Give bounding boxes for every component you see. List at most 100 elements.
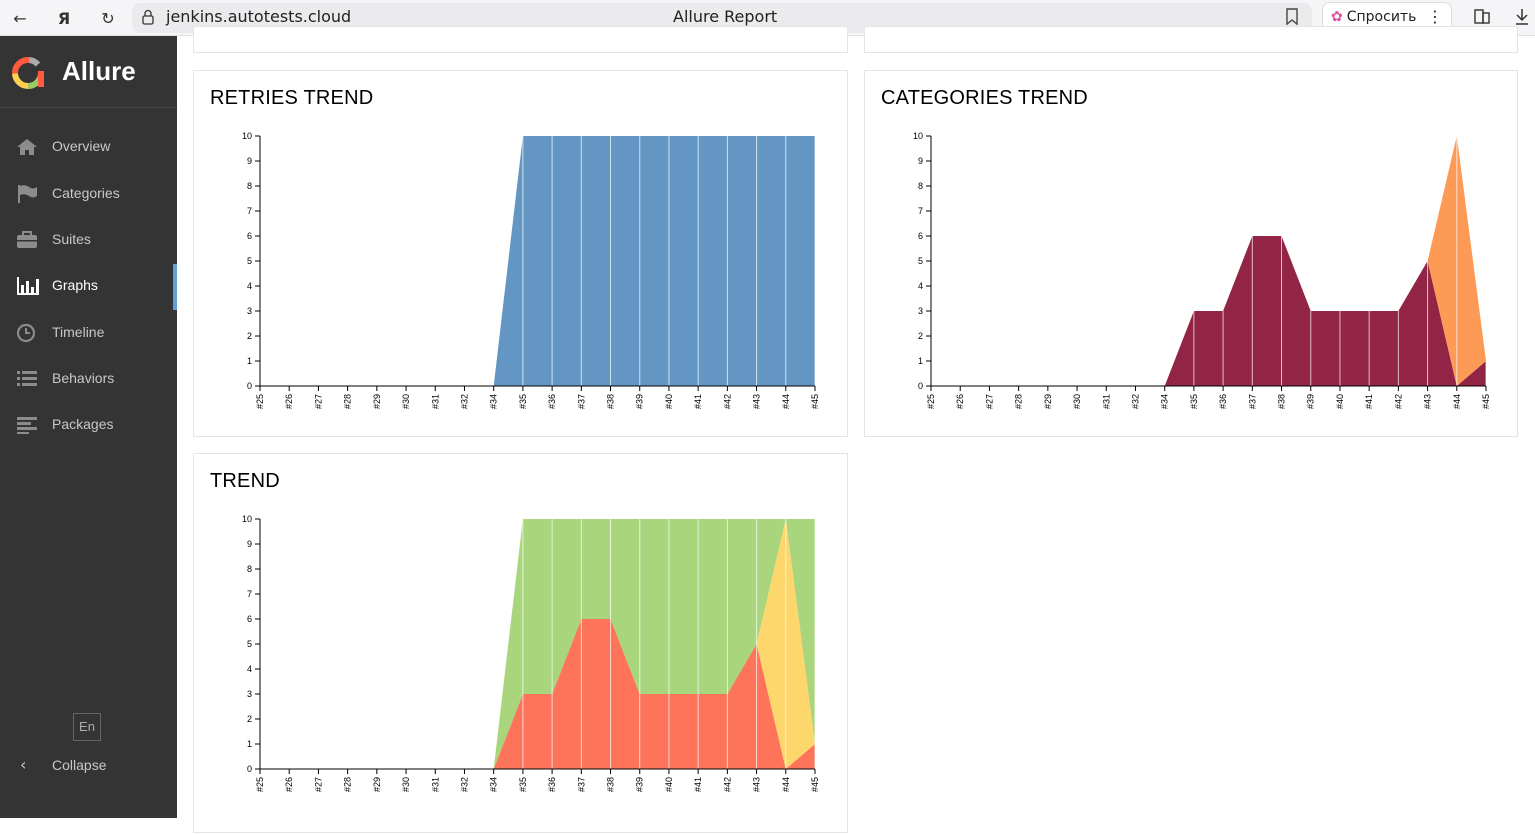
x-tick-label: #45: [810, 394, 820, 409]
brand[interactable]: Allure: [0, 36, 177, 108]
sidebar-item-label: Categories: [52, 185, 120, 201]
url-text[interactable]: jenkins.autotests.cloud: [166, 7, 352, 26]
x-tick-label: #29: [1043, 394, 1053, 409]
sidebar: Allure Overview Categories Suites Graphs…: [0, 36, 177, 818]
x-tick-label: #39: [635, 777, 645, 792]
x-tick-label: #41: [693, 777, 703, 792]
list-icon: [16, 369, 38, 389]
y-tick-label: 10: [242, 131, 252, 141]
download-icon[interactable]: [1514, 7, 1530, 27]
y-tick-label: 3: [247, 689, 252, 699]
widget-partial-right: [864, 26, 1518, 53]
x-tick-label: #42: [722, 777, 732, 792]
y-tick-label: 8: [918, 181, 923, 191]
y-tick-label: 0: [918, 381, 923, 391]
x-tick-label: #43: [1423, 394, 1433, 409]
x-tick-label: #28: [1014, 394, 1024, 409]
collapse-button[interactable]: ‹ Collapse: [0, 751, 177, 781]
series-area-0[interactable]: [931, 236, 1486, 386]
widget-title: CATEGORIES TREND: [881, 87, 1088, 109]
x-tick-label: #31: [1101, 394, 1111, 409]
sidebar-item-timeline[interactable]: Timeline: [0, 311, 177, 355]
widget-retries-trend: RETRIES TREND 0 1 2 3 4 5 6 7 8 9 10 #25 #26 #27 #28 #2…: [193, 70, 848, 437]
x-tick-label: #29: [372, 777, 382, 792]
x-tick-label: #35: [518, 777, 528, 792]
home-icon: [16, 137, 38, 157]
x-tick-label: #30: [1072, 394, 1082, 409]
y-tick-label: 8: [247, 181, 252, 191]
y-tick-label: 5: [247, 256, 252, 266]
x-tick-label: #44: [781, 394, 791, 409]
y-tick-label: 10: [913, 131, 923, 141]
back-icon[interactable]: ←: [13, 8, 27, 28]
sidebar-item-label: Suites: [52, 231, 91, 247]
x-tick-label: #37: [1247, 394, 1257, 409]
categories-trend-chart: 0 1 2 3 4 5 6 7 8 9 10 #25 #26 #27 #28 #29 #30 #31 #32 #34 #…: [913, 131, 1491, 409]
sidebar-item-suites[interactable]: Suites: [0, 218, 177, 262]
brand-name: Allure: [62, 56, 136, 86]
x-tick-label: #39: [1306, 394, 1316, 409]
bookmark-icon[interactable]: [1285, 8, 1299, 26]
sidebar-item-overview[interactable]: Overview: [0, 125, 177, 169]
main-content: RETRIES TREND 0 1 2 3 4 5 6 7 8 9 10 #25 #26 #27 #28 #2…: [177, 26, 1535, 833]
x-tick-label: #37: [576, 777, 586, 792]
sidebar-item-packages[interactable]: Packages: [0, 403, 177, 447]
y-tick-label: 3: [247, 306, 252, 316]
y-tick-label: 2: [247, 331, 252, 341]
align-left-icon: [16, 415, 38, 435]
sparkle-icon: ✿: [1331, 9, 1343, 25]
briefcase-icon: [16, 230, 38, 250]
language-button[interactable]: En: [73, 713, 101, 741]
y-tick-label: 4: [247, 664, 252, 674]
chevron-left-icon: ‹: [20, 755, 27, 774]
more-icon[interactable]: ⋮: [1427, 7, 1443, 26]
y-tick-label: 4: [918, 281, 923, 291]
yandex-icon[interactable]: Я: [57, 8, 71, 28]
sidebar-item-label: Behaviors: [52, 370, 115, 386]
x-tick-label: #45: [1481, 394, 1491, 409]
x-tick-label: #41: [693, 394, 703, 409]
y-tick-label: 5: [918, 256, 923, 266]
x-tick-label: #39: [635, 394, 645, 409]
reload-icon[interactable]: ↻: [101, 8, 115, 28]
sidebar-item-label: Overview: [52, 138, 111, 154]
extensions-icon[interactable]: [1473, 8, 1491, 26]
x-tick-label: #32: [1130, 394, 1140, 409]
y-tick-label: 10: [242, 514, 252, 524]
x-tick-label: #40: [664, 394, 674, 409]
x-tick-label: #25: [255, 394, 265, 409]
x-tick-label: #44: [1452, 394, 1462, 409]
y-tick-label: 9: [918, 156, 923, 166]
y-tick-label: 6: [247, 614, 252, 624]
y-tick-label: 8: [247, 564, 252, 574]
y-tick-label: 1: [247, 739, 252, 749]
x-tick-label: #38: [606, 777, 616, 792]
y-tick-label: 0: [247, 381, 252, 391]
widget-trend: TREND 0 1 2 3 4 5 6 7 8 9 10 #25 #26 #27 #28 #29 #30 #31 #…: [193, 453, 848, 833]
x-tick-label: #28: [343, 394, 353, 409]
y-tick-label: 0: [247, 764, 252, 774]
allure-logo-icon: [10, 55, 46, 96]
x-tick-label: #32: [459, 777, 469, 792]
sidebar-item-graphs[interactable]: Graphs: [0, 264, 177, 310]
sidebar-item-categories[interactable]: Categories: [0, 172, 177, 216]
x-tick-label: #30: [401, 777, 411, 792]
x-tick-label: #42: [722, 394, 732, 409]
y-tick-label: 4: [247, 281, 252, 291]
sidebar-item-label: Timeline: [52, 324, 105, 340]
lock-icon: [142, 9, 154, 25]
y-tick-label: 7: [247, 589, 252, 599]
x-tick-label: #31: [430, 777, 440, 792]
sidebar-item-behaviors[interactable]: Behaviors: [0, 357, 177, 401]
widget-categories-trend: CATEGORIES TREND 0 1 2 3 4 5 6 7 8 9 10 #25 #26 #27 #2…: [864, 70, 1518, 437]
series-area-0[interactable]: [260, 136, 815, 386]
y-tick-label: 3: [918, 306, 923, 316]
y-tick-label: 5: [247, 639, 252, 649]
clock-icon: [16, 323, 38, 343]
sidebar-item-label: Graphs: [52, 277, 98, 293]
widget-title: RETRIES TREND: [210, 87, 374, 109]
series-area-2[interactable]: [260, 519, 815, 769]
widget-partial-left: [193, 26, 848, 53]
retries-trend-chart: 0 1 2 3 4 5 6 7 8 9 10 #25 #26 #27 #28 #29 #30 #31 #32 #34 #…: [242, 131, 820, 409]
x-tick-label: #28: [343, 777, 353, 792]
